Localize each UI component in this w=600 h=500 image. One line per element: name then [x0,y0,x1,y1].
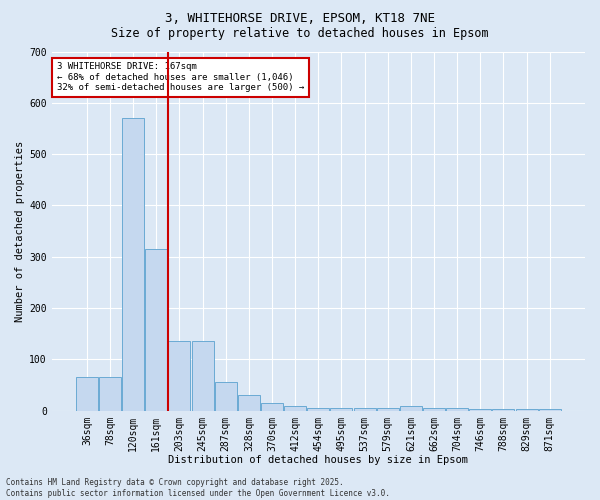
Bar [191,342,214,410]
Bar [423,408,445,410]
Bar [99,378,121,410]
Bar [515,409,538,410]
X-axis label: Distribution of detached houses by size in Epsom: Distribution of detached houses by size … [169,455,469,465]
Bar [261,403,283,410]
Bar [493,409,514,410]
Text: Contains HM Land Registry data © Crown copyright and database right 2025.
Contai: Contains HM Land Registry data © Crown c… [6,478,390,498]
Text: 3, WHITEHORSE DRIVE, EPSOM, KT18 7NE: 3, WHITEHORSE DRIVE, EPSOM, KT18 7NE [165,12,435,26]
Bar [307,408,329,410]
Bar [446,408,468,410]
Bar [353,408,376,410]
Bar [122,118,144,410]
Bar [539,409,561,410]
Y-axis label: Number of detached properties: Number of detached properties [15,140,25,322]
Bar [215,382,237,410]
Bar [377,408,399,410]
Bar [238,396,260,410]
Text: 3 WHITEHORSE DRIVE: 167sqm
← 68% of detached houses are smaller (1,046)
32% of s: 3 WHITEHORSE DRIVE: 167sqm ← 68% of deta… [57,62,304,92]
Text: Size of property relative to detached houses in Epsom: Size of property relative to detached ho… [111,28,489,40]
Bar [331,408,352,410]
Bar [400,406,422,410]
Bar [169,342,190,410]
Bar [284,406,306,410]
Bar [145,249,167,410]
Bar [469,409,491,410]
Bar [76,378,98,410]
